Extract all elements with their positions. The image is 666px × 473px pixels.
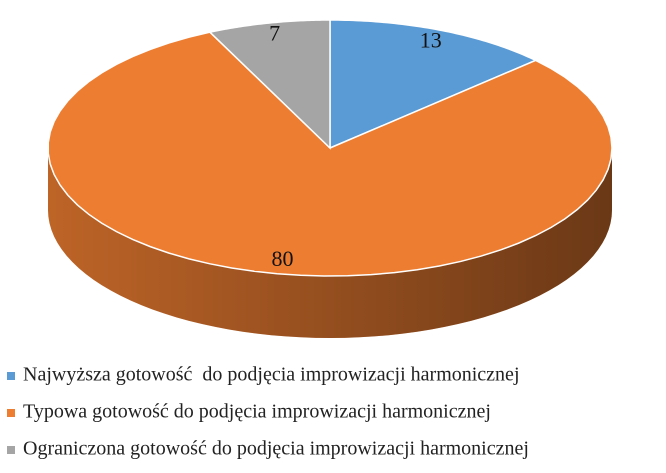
data-label: 80 (271, 246, 293, 271)
legend-label: Najwyższa gotowość do podjęcia improwiza… (23, 364, 520, 386)
legend-label: Typowa gotowość do podjęcia improwizacji… (23, 401, 491, 423)
legend-swatch (7, 409, 15, 417)
slice (47, 31, 613, 277)
slice-side-shade (48, 148, 612, 338)
legend-swatch (7, 372, 15, 380)
slice (208, 19, 331, 150)
data-label: 13 (420, 27, 442, 52)
legend-label: Ograniczona gotowość do podjęcia improwi… (23, 438, 529, 460)
data-label: 7 (269, 21, 280, 46)
legend-swatch (7, 446, 15, 454)
slice (329, 19, 538, 150)
